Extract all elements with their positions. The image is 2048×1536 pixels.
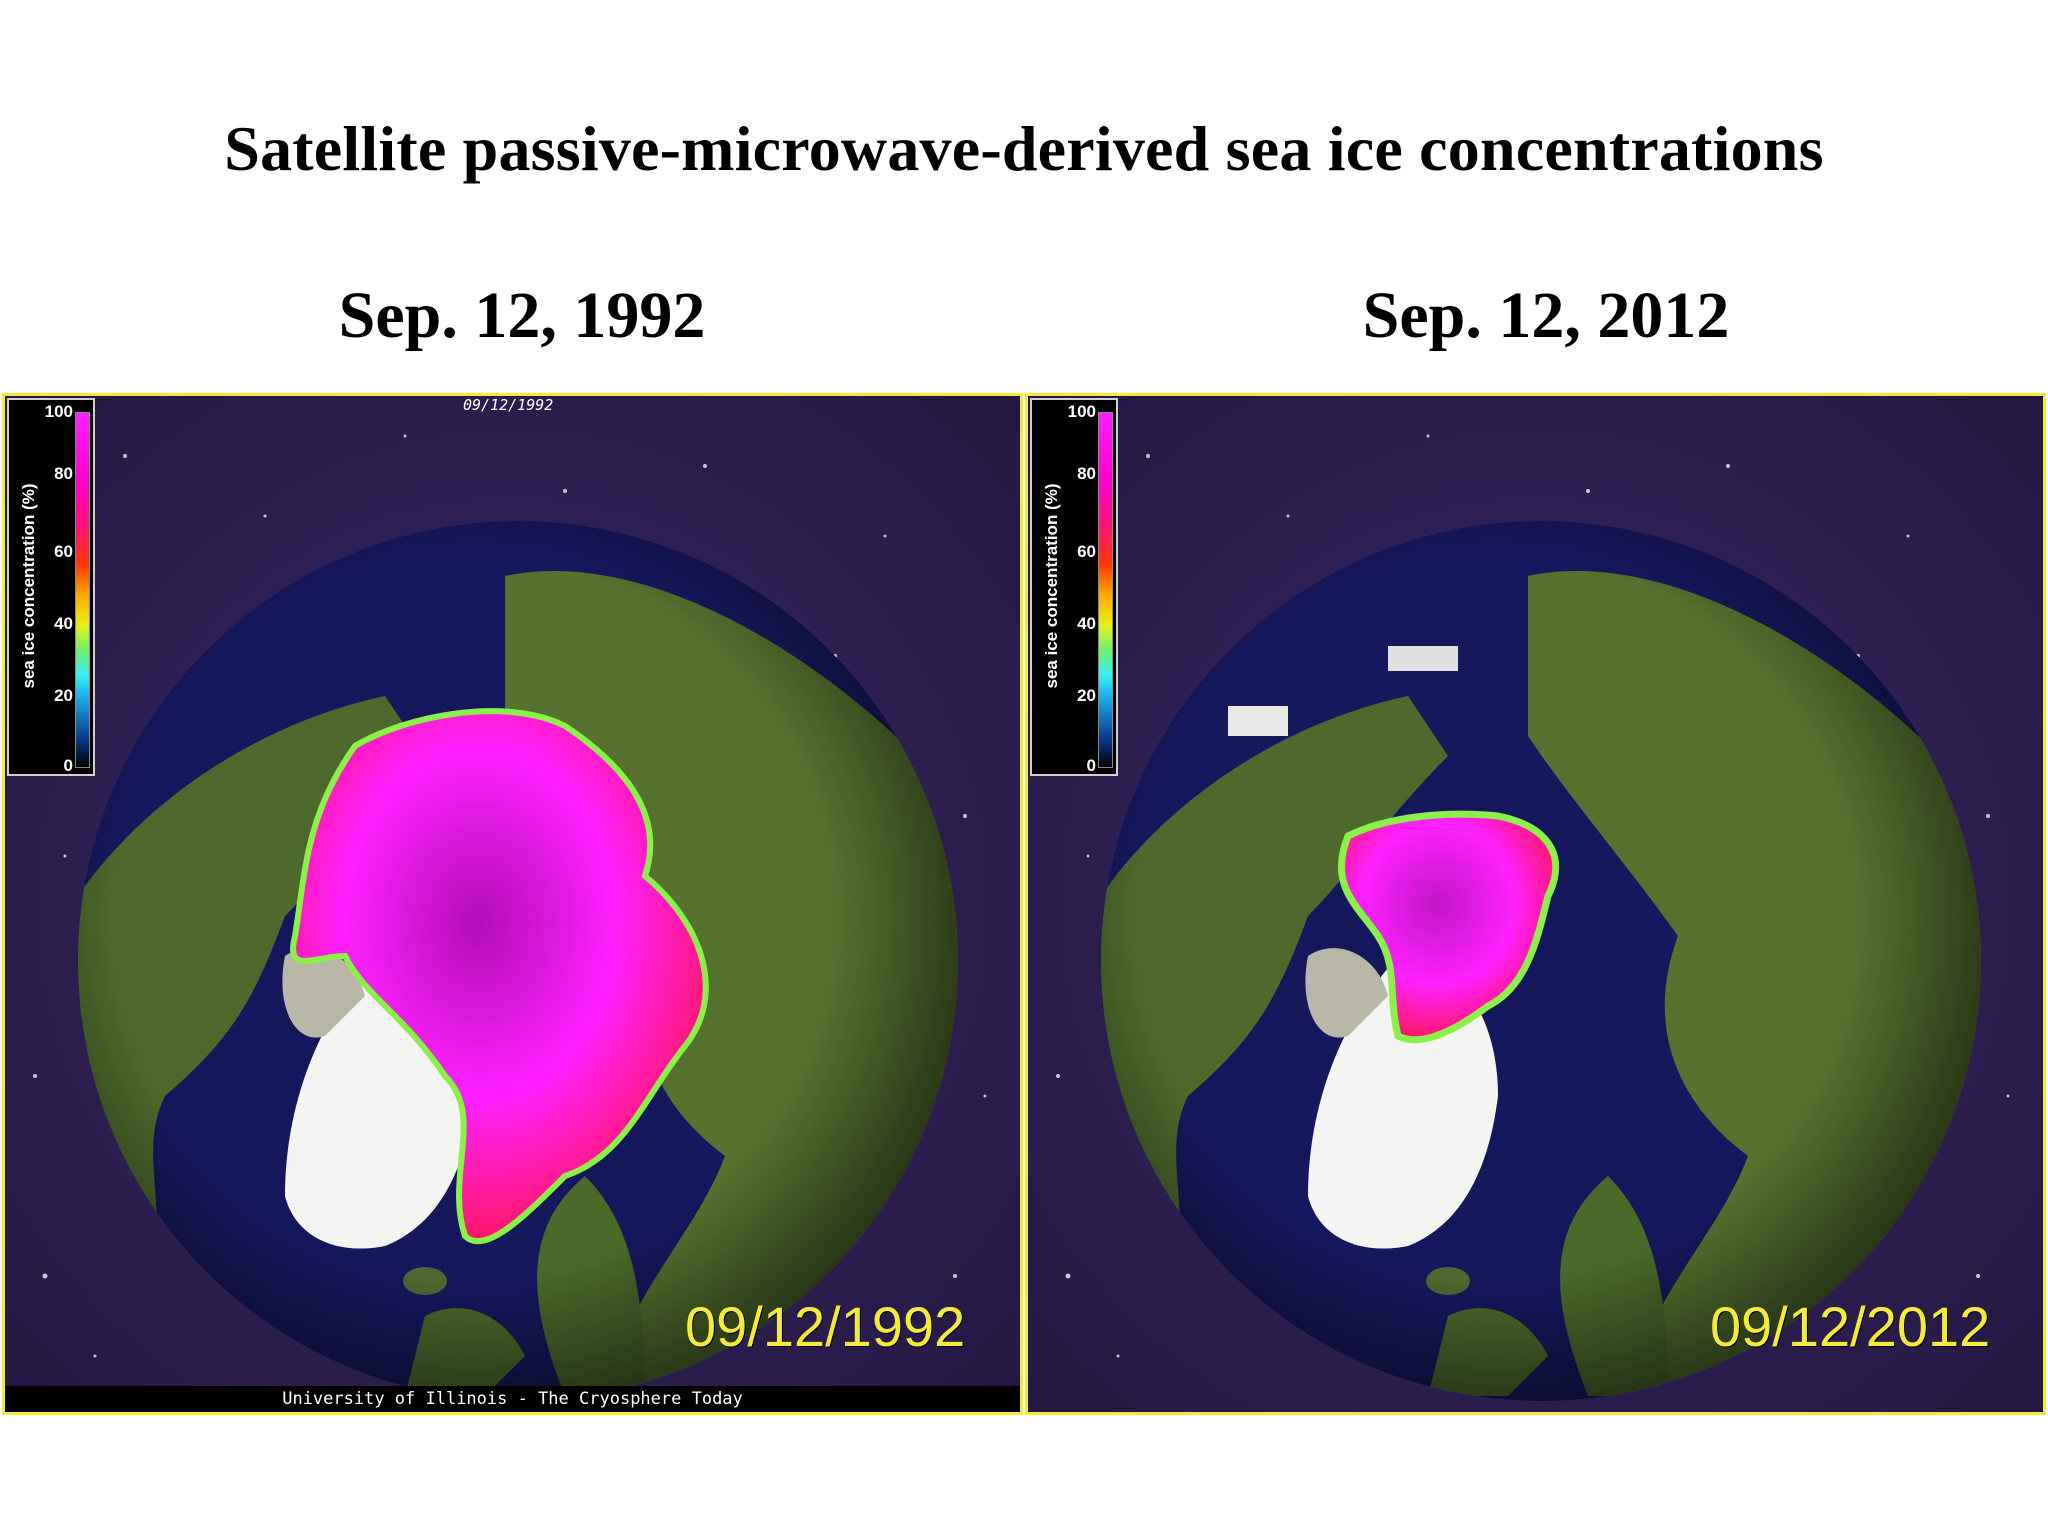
page-title: Satellite passive-microwave-derived sea …: [224, 113, 1824, 184]
globe-shading: [1101, 521, 1981, 1401]
legend-tick-100: 100: [1067, 402, 1096, 421]
globe-shading: [78, 521, 958, 1401]
legend-tick-20: 20: [1077, 686, 1096, 705]
top-date-stamp: 09/12/1992: [463, 396, 554, 414]
heading-2012: Sep. 12, 2012: [1362, 279, 1730, 352]
legend-tick-80: 80: [54, 464, 73, 483]
legend-tick-20: 20: [54, 686, 73, 705]
legend-tick-40: 40: [54, 614, 73, 633]
concentration-legend: 100 80 60 40 20 0 sea ice concentration …: [7, 398, 95, 776]
concentration-legend: 100 80 60 40 20 0 sea ice concentration …: [1030, 398, 1118, 776]
map-panel-1992: 100 80 60 40 20 0 sea ice concentration …: [2, 393, 1023, 1415]
date-stamp-1992: 09/12/1992: [685, 1295, 966, 1358]
legend-axis-label: sea ice concentration (%): [19, 483, 38, 689]
legend-tick-100: 100: [44, 402, 73, 421]
globe-map-1992: [5, 396, 1020, 1412]
legend-tick-0: 0: [1086, 756, 1096, 775]
legend-axis-label: sea ice concentration (%): [1042, 483, 1061, 689]
heading-1992: Sep. 12, 1992: [338, 279, 706, 352]
legend-tick-0: 0: [63, 756, 73, 775]
legend-color-bar: [1098, 412, 1113, 768]
legend-tick-60: 60: [54, 542, 73, 561]
date-stamp-2012: 09/12/2012: [1710, 1295, 1991, 1358]
legend-tick-40: 40: [1077, 614, 1096, 633]
star-field: [33, 434, 987, 1358]
globe-map-2012: [1028, 396, 2043, 1412]
legend-tick-80: 80: [1077, 464, 1096, 483]
credit-line: University of Illinois - The Cryosphere …: [5, 1386, 1020, 1412]
legend-color-bar: [75, 412, 90, 768]
map-panel-2012: 100 80 60 40 20 0 sea ice concentration …: [1025, 393, 2046, 1415]
legend-tick-60: 60: [1077, 542, 1096, 561]
